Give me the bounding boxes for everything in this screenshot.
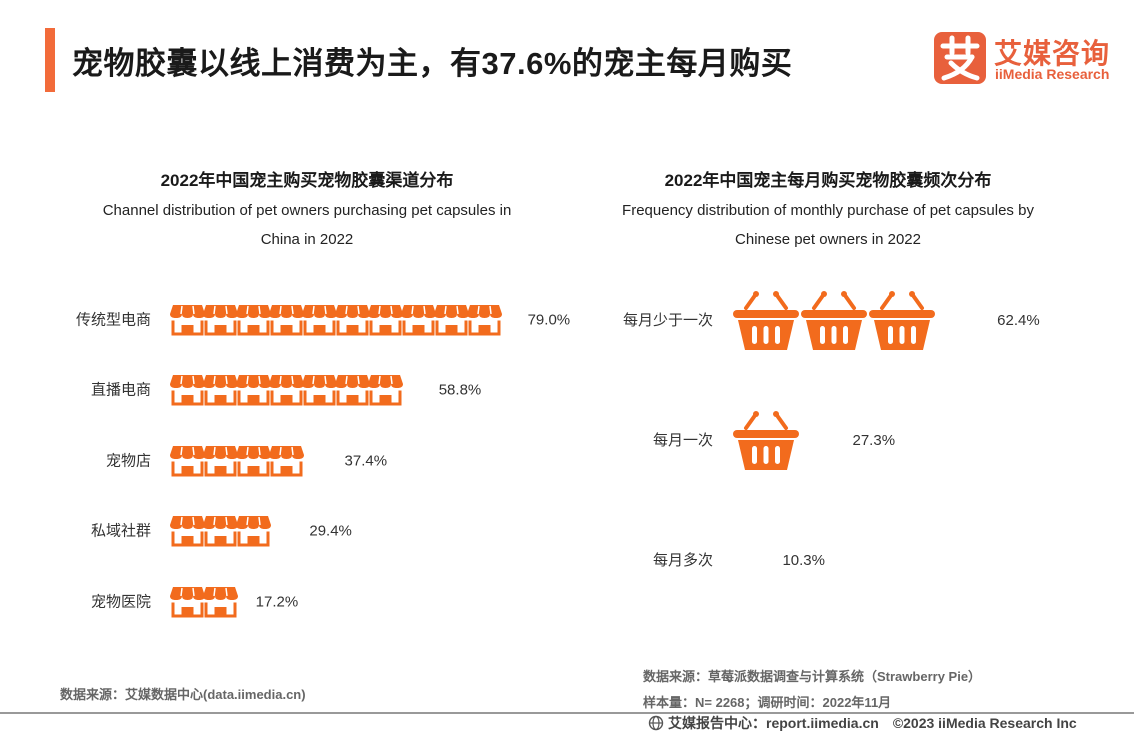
storefront-icon	[201, 514, 240, 547]
storefront-icon	[267, 444, 306, 477]
category-label: 宠物店	[106, 453, 151, 470]
storefront-icon	[399, 303, 438, 336]
channel-bar-row: 29.4% 私域社群	[91, 514, 352, 547]
source-note-left: 数据来源：艾媒数据中心(data.iimedia.cn)	[60, 687, 306, 702]
storefront-icon	[267, 373, 306, 406]
data-label: 27.3%	[853, 432, 896, 449]
category-label: 传统型电商	[76, 312, 151, 329]
data-label: 10.3%	[782, 552, 825, 569]
channel-bar-row: 58.8% 直播电商	[91, 373, 482, 406]
globe-icon	[648, 715, 664, 731]
frequency-chart-title: 2022年中国宠主每月购买宠物胶囊频次分布	[664, 171, 992, 190]
footer-divider	[0, 712, 1134, 714]
storefront-icon	[234, 444, 273, 477]
category-label: 宠物医院	[91, 593, 151, 611]
channel-chart-subtitle-line1: Channel distribution of pet owners purch…	[102, 202, 512, 219]
basket-icon	[731, 409, 801, 472]
data-label: 29.4%	[309, 523, 352, 540]
logo-name-en: iiMedia Research	[995, 66, 1110, 82]
sample-note: 样本量：N= 2268；调研时间：2022年11月	[643, 695, 892, 710]
frequency-chart-heading: 2022年中国宠主每月购买宠物胶囊频次分布 Frequency distribu…	[588, 166, 1068, 254]
category-label: 每月一次	[653, 432, 713, 449]
basket-icon	[799, 289, 869, 352]
category-label: 每月多次	[653, 552, 713, 569]
data-label: 17.2%	[256, 594, 299, 611]
channel-chart-heading: 2022年中国宠主购买宠物胶囊渠道分布 Channel distribution…	[70, 166, 544, 254]
data-label: 37.4%	[345, 453, 388, 470]
storefront-icon	[366, 303, 405, 336]
category-label: 私域社群	[91, 523, 151, 540]
storefront-icon	[168, 585, 207, 618]
basket-icon	[731, 289, 801, 352]
channel-bar-row: 37.4% 宠物店	[106, 444, 388, 477]
category-label: 直播电商	[91, 382, 151, 399]
storefront-icon	[201, 585, 240, 618]
logo-name-cn: 艾媒咨询	[994, 38, 1111, 69]
storefront-icon	[201, 303, 240, 336]
channel-chart-title: 2022年中国宠主购买宠物胶囊渠道分布	[160, 171, 454, 190]
frequency-chart-subtitle-line2: Chinese pet owners in 2022	[735, 231, 921, 248]
source-note-right: 数据来源：草莓派数据调查与计算系统（Strawberry Pie） 样本量：N=…	[643, 664, 981, 716]
storefront-icon	[234, 373, 273, 406]
storefront-icon	[300, 303, 339, 336]
source-note-right-line1: 数据来源：草莓派数据调查与计算系统（Strawberry Pie）	[643, 669, 982, 684]
storefront-icon	[168, 373, 207, 406]
frequency-chart-subtitle-line1: Frequency distribution of monthly purcha…	[622, 202, 1034, 219]
page-title: 宠物胶囊以线上消费为主，有37.6%的宠主每月购买	[72, 46, 793, 81]
category-label: 每月少于一次	[623, 312, 713, 329]
storefront-icon	[267, 303, 306, 336]
channel-chart-subtitle-line2: China in 2022	[260, 231, 354, 248]
frequency-bar-row: 62.4% 每月少于一次	[623, 289, 1040, 352]
basket-icon	[937, 289, 989, 352]
channel-bar-row: 79.0% 传统型电商	[76, 303, 571, 336]
storefront-icon	[300, 373, 339, 406]
storefront-icon	[333, 303, 372, 336]
storefront-icon	[201, 444, 240, 477]
data-label: 79.0%	[528, 312, 571, 329]
storefront-icon	[168, 514, 207, 547]
storefront-icon	[234, 303, 273, 336]
logo-mark-icon	[934, 32, 986, 84]
storefront-icon	[168, 444, 207, 477]
channel-bar-row: 17.2% 宠物医院	[91, 585, 299, 618]
storefront-icon	[168, 303, 207, 336]
iimedia-logo: 艾媒咨询 iiMedia Research	[934, 32, 1114, 86]
storefront-icon	[465, 303, 504, 336]
storefront-icon	[302, 444, 337, 477]
data-label: 62.4%	[997, 312, 1040, 329]
footer-report-link[interactable]: 艾媒报告中心：report.iimedia.cn	[668, 715, 879, 731]
storefront-icon	[333, 373, 372, 406]
storefront-icon	[201, 373, 240, 406]
storefront-icon	[234, 514, 273, 547]
storefront-icon	[432, 303, 471, 336]
storefront-icon	[401, 373, 431, 406]
footer: 艾媒报告中心：report.iimedia.cn ©2023 iiMedia Re…	[648, 713, 1077, 733]
frequency-bar-row: 27.3% 每月一次	[653, 409, 896, 472]
storefront-icon	[366, 373, 405, 406]
data-label: 58.8%	[439, 382, 482, 399]
frequency-bar-row: 10.3% 每月多次	[653, 529, 825, 592]
title-accent-bar	[45, 28, 55, 92]
basket-icon	[867, 289, 937, 352]
footer-copyright: ©2023 iiMedia Research Inc	[892, 715, 1077, 731]
storefront-icon	[269, 514, 302, 547]
